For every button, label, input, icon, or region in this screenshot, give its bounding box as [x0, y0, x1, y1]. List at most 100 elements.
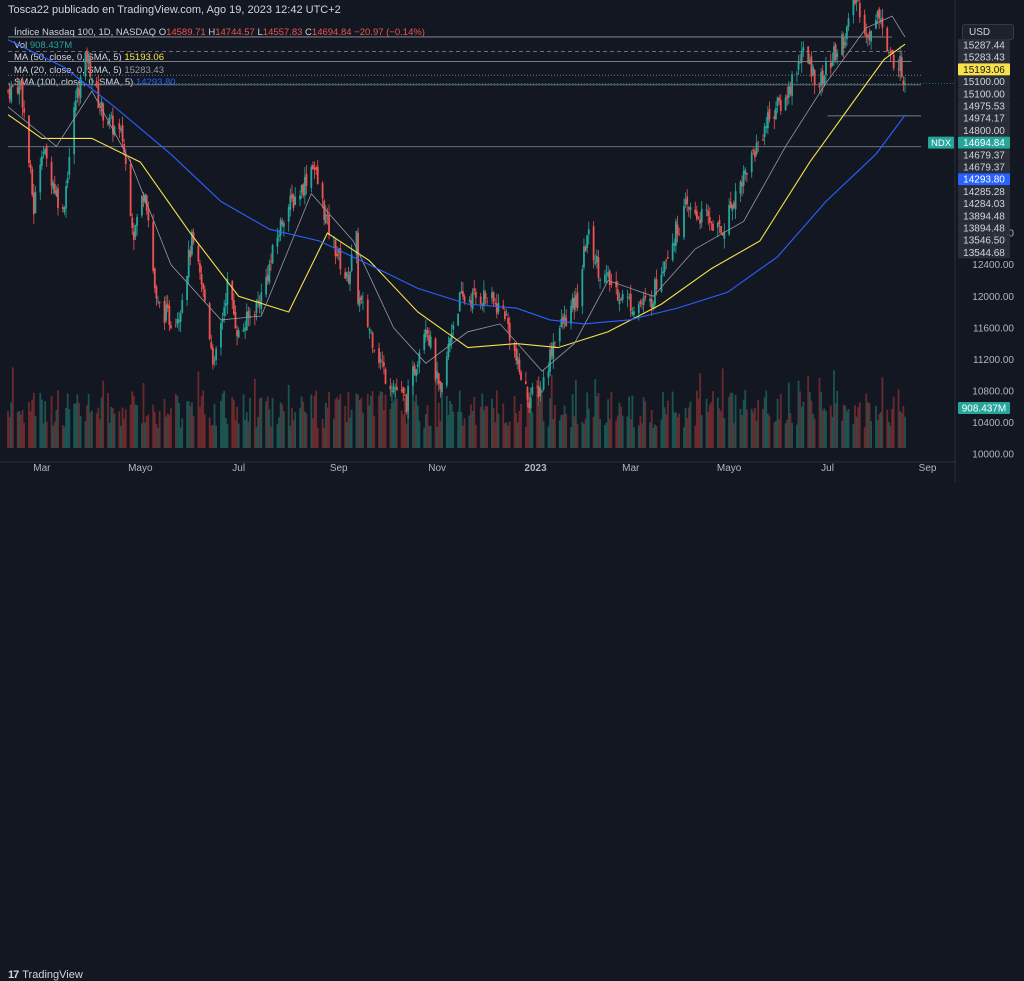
- volume-bar: [347, 392, 350, 448]
- candle-body: [50, 161, 53, 186]
- candle-body: [812, 66, 814, 76]
- volume-bar: [155, 424, 158, 448]
- volume-label: 908.437M: [962, 404, 1006, 415]
- volume-bar: [787, 382, 790, 448]
- candle-body: [712, 223, 714, 231]
- volume-bar: [825, 410, 827, 448]
- candle-body: [120, 128, 122, 131]
- volume-bar: [879, 412, 882, 448]
- sma100-legend-value: 14293.80: [135, 77, 176, 88]
- candle-body: [745, 172, 748, 175]
- ma50-legend-value: 15193.06: [124, 52, 164, 63]
- candle-body: [583, 246, 585, 268]
- volume-bar: [52, 425, 55, 448]
- candle-body: [281, 221, 284, 225]
- volume-bar: [694, 425, 697, 448]
- horizontal-levels[interactable]: [8, 36, 955, 148]
- candle-body: [891, 50, 893, 54]
- volume-bar: [754, 407, 756, 448]
- candle-body: [503, 311, 506, 320]
- candle-body: [255, 301, 258, 313]
- candle-body: [260, 292, 263, 310]
- candle-body: [641, 303, 643, 305]
- tradingview-logo[interactable]: 17 TradingView: [8, 969, 83, 981]
- volume-bar: [486, 406, 489, 448]
- candle-body: [639, 300, 642, 305]
- volume-bar: [687, 407, 690, 448]
- price-label: 15283.43: [963, 53, 1005, 64]
- volume-bar: [313, 395, 316, 448]
- price-chart[interactable]: 10000.00 10400.00 10800.00 11200.00 11600.00…: [0, 0, 1024, 482]
- candle-body: [316, 166, 319, 184]
- volume-legend-row[interactable]: Vol 908.437M: [14, 40, 425, 53]
- candle-body: [434, 338, 437, 380]
- volume-bar: [821, 410, 824, 448]
- candle-body: [134, 224, 137, 237]
- volume-bar: [157, 427, 159, 448]
- volume-bar: [497, 413, 500, 448]
- time-tick-label: Nov: [428, 463, 446, 474]
- volume-bar: [299, 408, 301, 448]
- volume-bar: [199, 406, 201, 448]
- candle-body: [226, 278, 229, 305]
- volume-bar: [854, 405, 856, 448]
- candle-body: [384, 369, 387, 384]
- candle-body: [820, 72, 822, 86]
- volume-bar: [339, 394, 342, 448]
- ma20-legend-value: 15283.43: [124, 64, 164, 76]
- volume-bar: [818, 378, 821, 448]
- volume-bar: [516, 422, 519, 448]
- candle-body: [174, 324, 177, 326]
- volume-bar: [857, 407, 860, 448]
- volume-bar: [266, 396, 269, 448]
- high-value: 14744.57: [215, 27, 255, 38]
- candle-body: [618, 300, 621, 305]
- candle-body: [705, 209, 708, 211]
- volume-bar: [644, 401, 647, 448]
- price-axis[interactable]: 10000.00 10400.00 10800.00 11200.00 11600.00…: [928, 39, 1014, 461]
- volume-bar: [844, 405, 847, 448]
- volume-bar: [258, 398, 261, 448]
- candle-body: [63, 207, 66, 212]
- candle-body: [842, 36, 845, 49]
- candle-body: [344, 272, 347, 279]
- symbol-row[interactable]: Índice Nasdaq 100, 1D, NASDAQ O14589.71 …: [14, 27, 425, 40]
- volume-bar: [110, 406, 113, 448]
- candle-body: [86, 50, 88, 62]
- volume-bar: [332, 418, 335, 448]
- candle-body: [786, 95, 789, 99]
- candle-body: [484, 293, 487, 300]
- time-axis[interactable]: Mar Mayo Jul Sep Nov 2023 Mar Mayo Jul Sep: [0, 461, 956, 474]
- candle-body: [897, 69, 900, 71]
- candle-body: [90, 78, 93, 81]
- volume-bar: [34, 415, 37, 448]
- volume-bar: [734, 394, 737, 448]
- volume-bar: [437, 402, 440, 448]
- candle-body: [270, 260, 272, 262]
- volume-bar: [491, 398, 493, 448]
- volume-bar: [436, 426, 439, 448]
- volume-bar: [481, 393, 484, 448]
- candle-body: [570, 305, 572, 324]
- volume-bar: [836, 390, 839, 448]
- volume-bar: [554, 404, 556, 448]
- candle-body: [773, 116, 776, 119]
- candle-body: [586, 235, 589, 249]
- volume-bar: [350, 409, 353, 448]
- candle-body: [739, 181, 742, 194]
- volume-bar: [337, 399, 340, 448]
- sma100-legend-row[interactable]: SMA (100, close, 0, SMA, 5) 14293.80: [14, 77, 425, 90]
- volume-bar: [244, 419, 247, 448]
- volume-bar: [368, 405, 371, 448]
- price-label: 15100.00: [963, 77, 1005, 88]
- ma50-legend-row[interactable]: MA (50, close, 0, SMA, 5) 15193.06: [14, 52, 425, 65]
- candle-body: [221, 318, 224, 322]
- time-tick-label: Jul: [232, 463, 245, 474]
- candle-body: [129, 164, 132, 217]
- volume-bar: [584, 418, 587, 448]
- candle-body: [223, 307, 226, 316]
- candle-body: [731, 204, 734, 211]
- volume-bar: [44, 401, 47, 448]
- candle-body: [213, 360, 216, 362]
- volume-bar: [312, 418, 314, 448]
